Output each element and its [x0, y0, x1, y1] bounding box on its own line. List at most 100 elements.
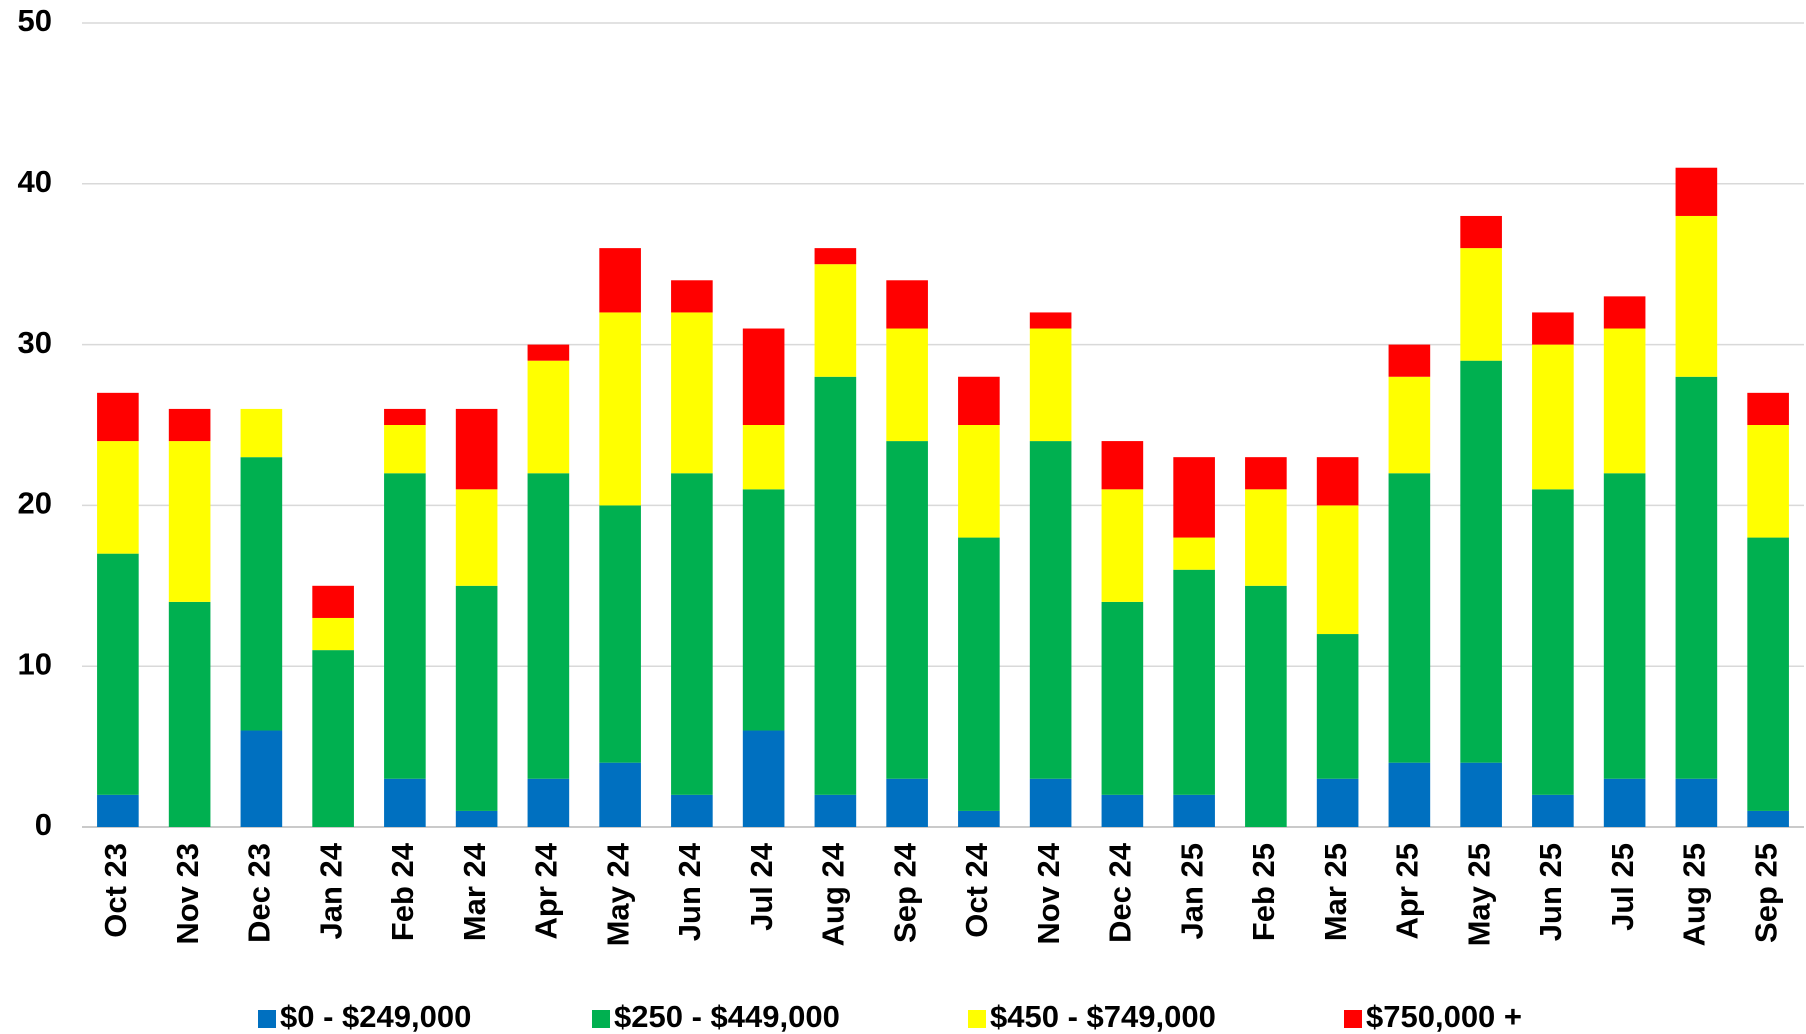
bar-segment: [1747, 425, 1789, 538]
x-tick-label: Sep 24: [887, 842, 922, 943]
bar-segment: [1388, 473, 1431, 763]
bar-segment: [814, 794, 857, 827]
y-tick-label: 0: [35, 807, 52, 842]
bar-segment: [1675, 376, 1718, 779]
bar-segment: [814, 264, 857, 377]
bar-segment: [1460, 215, 1502, 249]
bar-segment: [240, 457, 283, 731]
bar-segment: [455, 810, 498, 827]
x-tick-label: Dec 23: [242, 843, 277, 943]
bar-segment: [671, 312, 713, 474]
x-tick-label: Jun 25: [1533, 843, 1568, 941]
x-tick-label: Apr 25: [1390, 843, 1425, 939]
bar-segment: [1460, 248, 1502, 361]
x-tick-label: Jan 25: [1174, 843, 1209, 940]
bar-segment: [1675, 778, 1718, 827]
bar-segment: [1532, 312, 1574, 345]
bar-segment: [1747, 537, 1789, 811]
x-tick-label: May 24: [600, 842, 635, 946]
bar-segment: [455, 585, 498, 811]
bar-segment: [168, 441, 211, 602]
x-tick-label: Nov 24: [1031, 842, 1066, 944]
bar-segment: [1675, 167, 1718, 216]
bar-segment: [599, 762, 641, 827]
bar-segment: [97, 794, 139, 827]
bar-segment: [599, 312, 641, 506]
x-tick-label: Jul 25: [1605, 843, 1640, 931]
bar-segment: [527, 360, 570, 474]
bar-segment: [384, 408, 426, 425]
bar-segment: [1532, 794, 1574, 827]
bar-segment: [886, 280, 928, 329]
bar-segment: [1532, 344, 1574, 490]
bar-segment: [742, 328, 785, 425]
x-tick-label: Oct 23: [98, 843, 133, 938]
bar-segment: [1460, 762, 1502, 827]
bar-segment: [527, 344, 570, 361]
y-tick-label: 20: [18, 486, 52, 521]
bar-segment: [742, 730, 785, 827]
bar-segment: [814, 248, 857, 265]
bar-segment: [97, 553, 139, 795]
x-tick-label: Aug 25: [1677, 843, 1712, 946]
legend-label: $750,000 +: [1366, 999, 1522, 1034]
bar-segment: [1316, 505, 1359, 635]
bar-segment: [455, 489, 498, 586]
bar-segment: [97, 392, 139, 442]
bar-segment: [527, 473, 570, 779]
y-tick-label: 50: [18, 3, 52, 38]
bar-segment: [742, 489, 785, 731]
bar-segment: [671, 794, 713, 827]
x-tick-label: Aug 24: [816, 842, 851, 946]
bar-segment: [455, 408, 498, 490]
bar-segment: [1029, 328, 1072, 442]
x-tick-label: Apr 24: [529, 842, 564, 939]
bar-segment: [1532, 489, 1574, 795]
bar-segment: [1101, 601, 1144, 795]
bar-segment: [1173, 457, 1215, 538]
x-tick-label: Jun 24: [672, 842, 707, 941]
bar-segment: [312, 585, 354, 618]
bar-segment: [1388, 376, 1431, 474]
bar-segment: [814, 376, 857, 795]
bar-segment: [1173, 569, 1215, 795]
bar-segment: [886, 328, 928, 442]
legend-label: $0 - $249,000: [280, 999, 471, 1034]
bar-segment: [384, 473, 426, 779]
bar-segment: [1029, 778, 1072, 827]
bar-segment: [1101, 489, 1144, 602]
y-tick-label: 40: [18, 164, 52, 199]
bar-segment: [97, 441, 139, 554]
x-tick-label: Feb 25: [1246, 843, 1281, 941]
bar-segment: [1316, 634, 1359, 779]
bar-segment: [958, 537, 1000, 811]
bar-segment: [384, 778, 426, 827]
bar-segment: [671, 280, 713, 313]
legend-swatch: [592, 1010, 610, 1028]
bar-segment: [1675, 215, 1718, 377]
bar-segment: [1747, 810, 1789, 827]
bar-segment: [1603, 328, 1646, 474]
y-tick-label: 10: [18, 646, 52, 681]
x-tick-label: Jan 24: [313, 842, 348, 939]
bar-segment: [886, 778, 928, 827]
x-tick-label: Jul 24: [744, 842, 779, 931]
bar-segment: [671, 473, 713, 795]
bar-segment: [1173, 794, 1215, 827]
legend-swatch: [1344, 1010, 1362, 1028]
bar-segment: [886, 441, 928, 779]
bar-segment: [958, 376, 1000, 425]
bar-segment: [527, 778, 570, 827]
x-tick-label: Sep 25: [1748, 843, 1783, 943]
bar-segment: [1388, 344, 1431, 377]
bar-segment: [168, 601, 211, 827]
x-tick-label: Mar 24: [457, 842, 492, 941]
bar-segment: [168, 408, 211, 442]
y-tick-label: 30: [18, 325, 52, 360]
bar-segment: [1747, 392, 1789, 425]
bar-segment: [958, 425, 1000, 538]
bar-segment: [1460, 360, 1502, 763]
x-tick-label: Feb 24: [385, 842, 420, 941]
bar-segment: [312, 650, 354, 827]
